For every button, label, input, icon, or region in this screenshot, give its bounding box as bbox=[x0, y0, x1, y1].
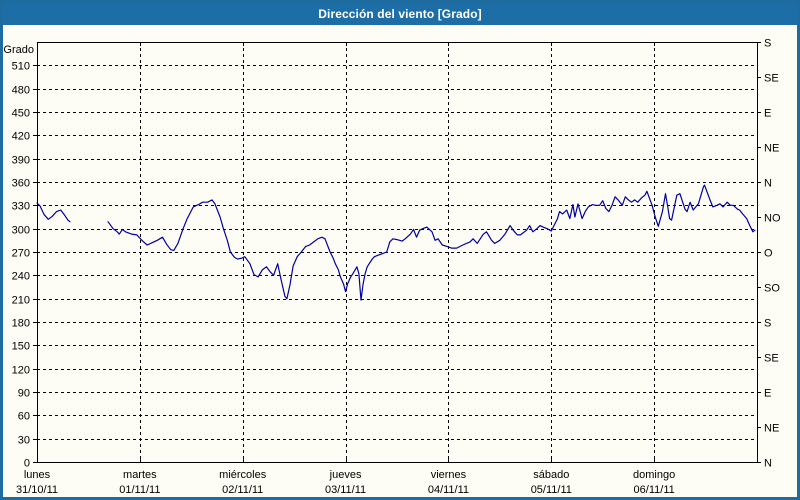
svg-text:270: 270 bbox=[12, 248, 30, 260]
svg-text:450: 450 bbox=[12, 108, 30, 120]
svg-text:05/11/11: 05/11/11 bbox=[531, 484, 572, 496]
svg-text:0: 0 bbox=[24, 458, 30, 470]
svg-text:lunes: lunes bbox=[24, 469, 51, 481]
svg-text:31/10/11: 31/10/11 bbox=[16, 484, 58, 496]
svg-text:60: 60 bbox=[18, 411, 30, 423]
svg-text:E: E bbox=[764, 108, 771, 120]
svg-text:SE: SE bbox=[764, 73, 779, 85]
svg-text:domingo: domingo bbox=[633, 469, 675, 481]
svg-text:150: 150 bbox=[12, 341, 30, 353]
svg-text:S: S bbox=[764, 318, 771, 330]
svg-text:120: 120 bbox=[12, 365, 30, 377]
svg-text:510: 510 bbox=[12, 61, 30, 73]
svg-text:480: 480 bbox=[12, 85, 30, 97]
chart-title-bar: Dirección del viento [Grado] bbox=[3, 3, 797, 25]
svg-text:N: N bbox=[764, 178, 772, 190]
svg-text:300: 300 bbox=[12, 225, 30, 237]
svg-text:sábado: sábado bbox=[533, 469, 569, 481]
svg-text:390: 390 bbox=[12, 155, 30, 167]
svg-text:Grado: Grado bbox=[3, 44, 34, 56]
svg-text:06/11/11: 06/11/11 bbox=[634, 484, 675, 496]
svg-text:180: 180 bbox=[12, 318, 30, 330]
chart-title: Dirección del viento [Grado] bbox=[318, 7, 482, 21]
svg-text:N: N bbox=[764, 458, 772, 470]
svg-text:NO: NO bbox=[764, 213, 781, 225]
svg-text:03/11/11: 03/11/11 bbox=[325, 484, 366, 496]
svg-text:01/11/11: 01/11/11 bbox=[119, 484, 160, 496]
svg-text:210: 210 bbox=[12, 295, 30, 307]
svg-text:02/11/11: 02/11/11 bbox=[222, 484, 263, 496]
svg-text:30: 30 bbox=[18, 435, 30, 447]
chart-area: 0 30 60 90 120 150 180 210 240 270 300 330 360 390 420… bbox=[3, 25, 797, 497]
svg-text:miércoles: miércoles bbox=[219, 469, 267, 481]
svg-text:420: 420 bbox=[12, 131, 30, 143]
svg-text:330: 330 bbox=[12, 201, 30, 213]
svg-text:S: S bbox=[764, 38, 771, 50]
svg-text:90: 90 bbox=[18, 388, 30, 400]
svg-text:SO: SO bbox=[764, 283, 780, 295]
svg-text:SE: SE bbox=[764, 353, 779, 365]
svg-text:360: 360 bbox=[12, 178, 30, 190]
svg-text:NE: NE bbox=[764, 423, 779, 435]
svg-text:jueves: jueves bbox=[329, 469, 362, 481]
svg-text:04/11/11: 04/11/11 bbox=[428, 484, 469, 496]
svg-text:O: O bbox=[764, 248, 773, 260]
svg-text:martes: martes bbox=[123, 469, 157, 481]
svg-text:NE: NE bbox=[764, 143, 779, 155]
svg-text:E: E bbox=[764, 388, 771, 400]
svg-text:viernes: viernes bbox=[431, 469, 467, 481]
svg-text:240: 240 bbox=[12, 271, 30, 283]
wind-direction-line-chart: 0 30 60 90 120 150 180 210 240 270 300 330 360 390 420… bbox=[3, 38, 781, 497]
